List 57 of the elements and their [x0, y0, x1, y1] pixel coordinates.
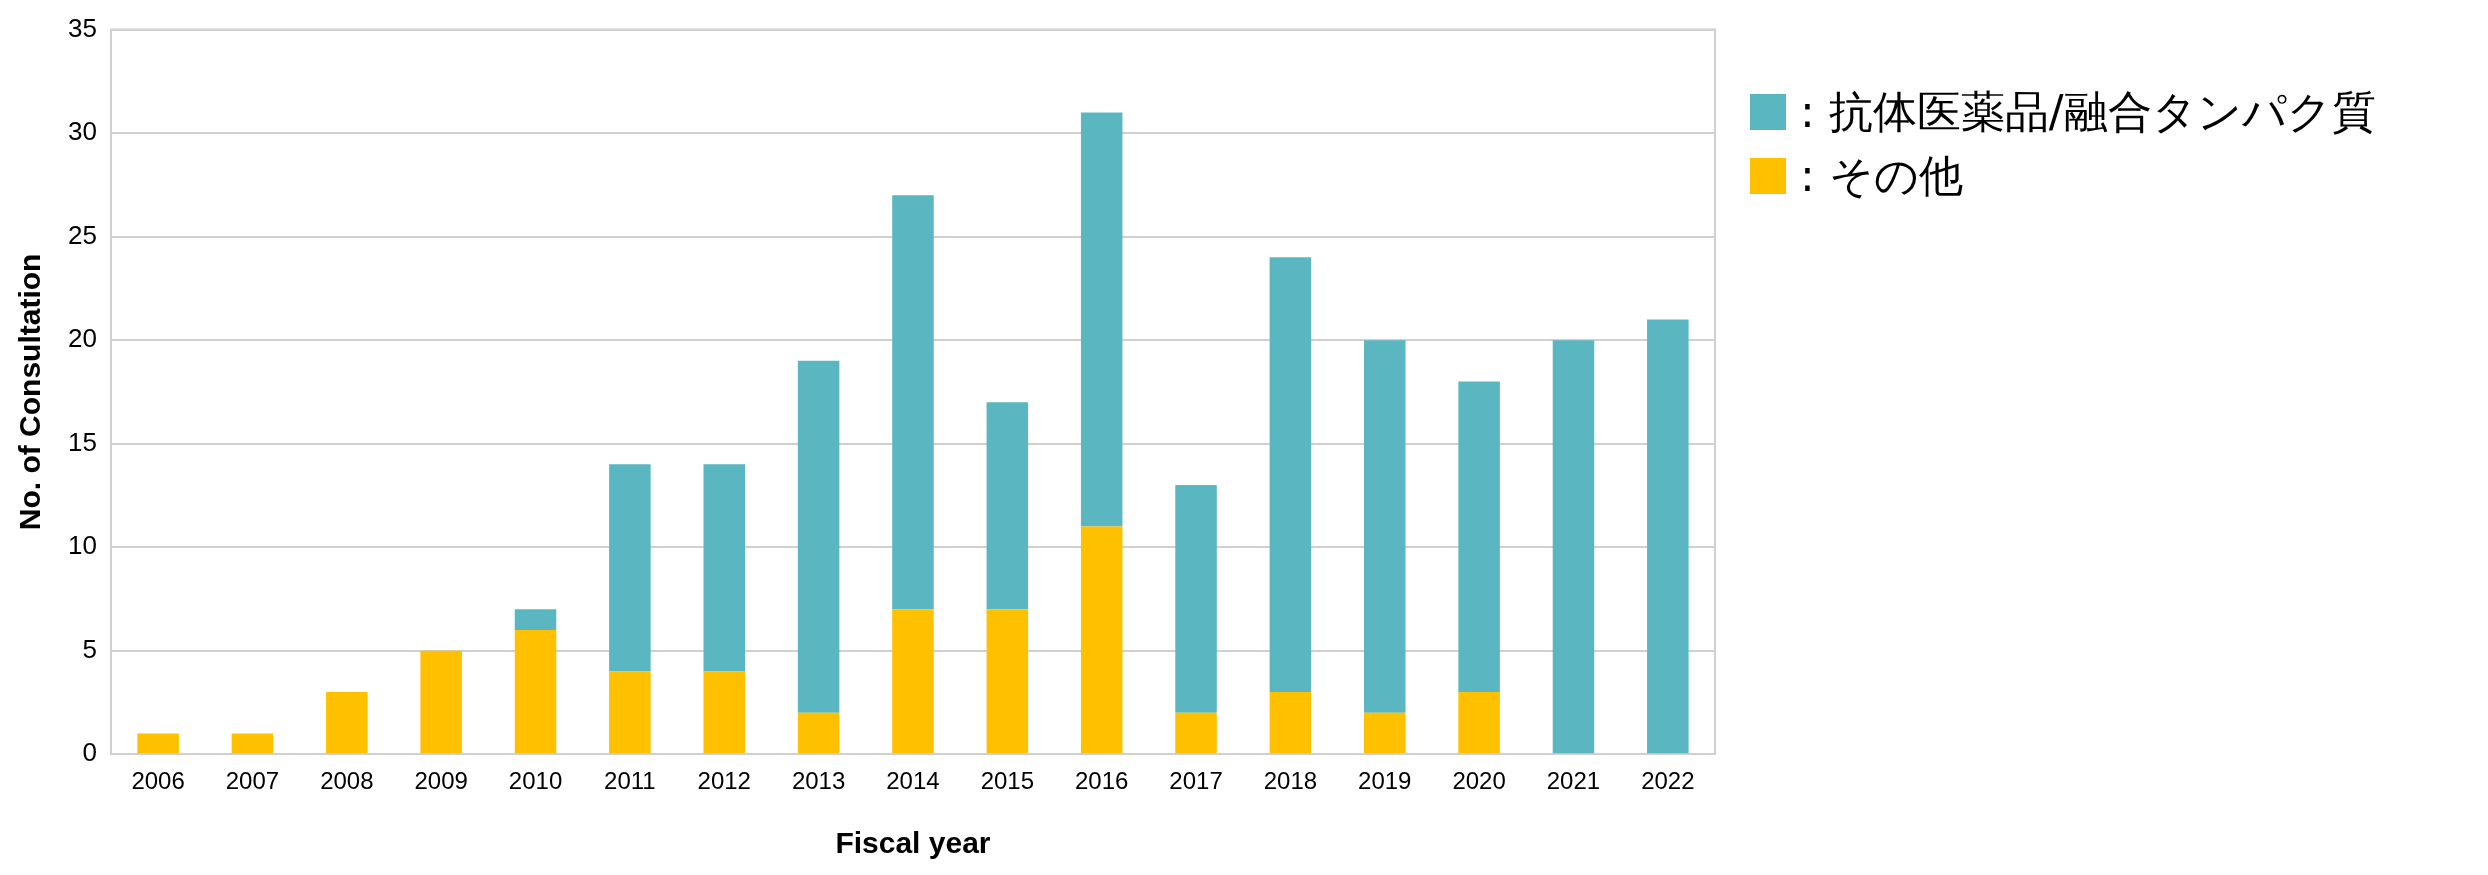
x-tick-label: 2020 — [1452, 767, 1506, 795]
bar — [1175, 485, 1217, 713]
x-tick-label: 2016 — [1074, 767, 1129, 795]
y-tick-label: 25 — [68, 219, 97, 250]
legend-label: : その他 — [1800, 149, 1963, 203]
x-tick-label: 2013 — [791, 767, 846, 795]
bar — [1458, 692, 1500, 754]
x-tick-label: 2008 — [320, 767, 374, 795]
bar — [1552, 340, 1595, 754]
x-tick-label: 2022 — [1641, 767, 1695, 795]
x-tick-label: 2018 — [1263, 767, 1318, 795]
x-tick-label: 2010 — [508, 767, 563, 795]
x-axis-title: Fiscal year — [835, 826, 991, 860]
bar — [1458, 381, 1500, 693]
bar — [986, 402, 1029, 610]
bar — [326, 692, 368, 754]
bar — [1269, 257, 1312, 693]
bar — [514, 629, 557, 754]
y-axis-title: No. of Consultation — [13, 253, 47, 531]
bar — [703, 671, 745, 754]
bar — [797, 360, 840, 713]
y-tick-label: 15 — [68, 426, 97, 457]
y-tick-label: 35 — [68, 12, 97, 43]
x-tick-label: 2011 — [604, 767, 656, 795]
bar — [703, 464, 745, 672]
bar — [1269, 692, 1312, 754]
bar — [231, 733, 274, 754]
x-tick-label: 2017 — [1169, 767, 1223, 795]
bar — [1080, 526, 1123, 754]
bar — [797, 712, 840, 754]
y-tick-label: 5 — [82, 633, 97, 664]
bar — [1647, 319, 1689, 754]
y-tick-label: 30 — [68, 116, 97, 147]
bar — [137, 733, 179, 754]
bar — [514, 609, 557, 630]
bar — [609, 464, 651, 672]
x-tick-label: 2009 — [414, 767, 468, 795]
y-tick-label: 10 — [68, 530, 97, 561]
bar — [892, 609, 934, 754]
bar — [892, 195, 934, 610]
x-tick-label: 2019 — [1358, 767, 1412, 795]
x-tick-label: 2007 — [225, 767, 280, 795]
y-tick-label: 0 — [82, 737, 97, 768]
y-tick-label: 20 — [68, 323, 97, 354]
bar — [1363, 340, 1406, 713]
x-tick-label: 2012 — [697, 767, 751, 795]
bar — [1080, 112, 1123, 527]
x-tick-label: 2021 — [1546, 767, 1601, 795]
bar — [1363, 712, 1406, 754]
x-tick-label: 2015 — [980, 767, 1035, 795]
bar — [609, 671, 651, 754]
x-tick-label: 2014 — [886, 767, 940, 795]
legend-label: : 抗体医薬品/融合タンパク質 — [1800, 85, 2376, 139]
bar — [986, 609, 1029, 754]
bar — [420, 650, 462, 754]
bar — [1175, 712, 1217, 754]
x-tick-label: 2006 — [131, 767, 185, 795]
